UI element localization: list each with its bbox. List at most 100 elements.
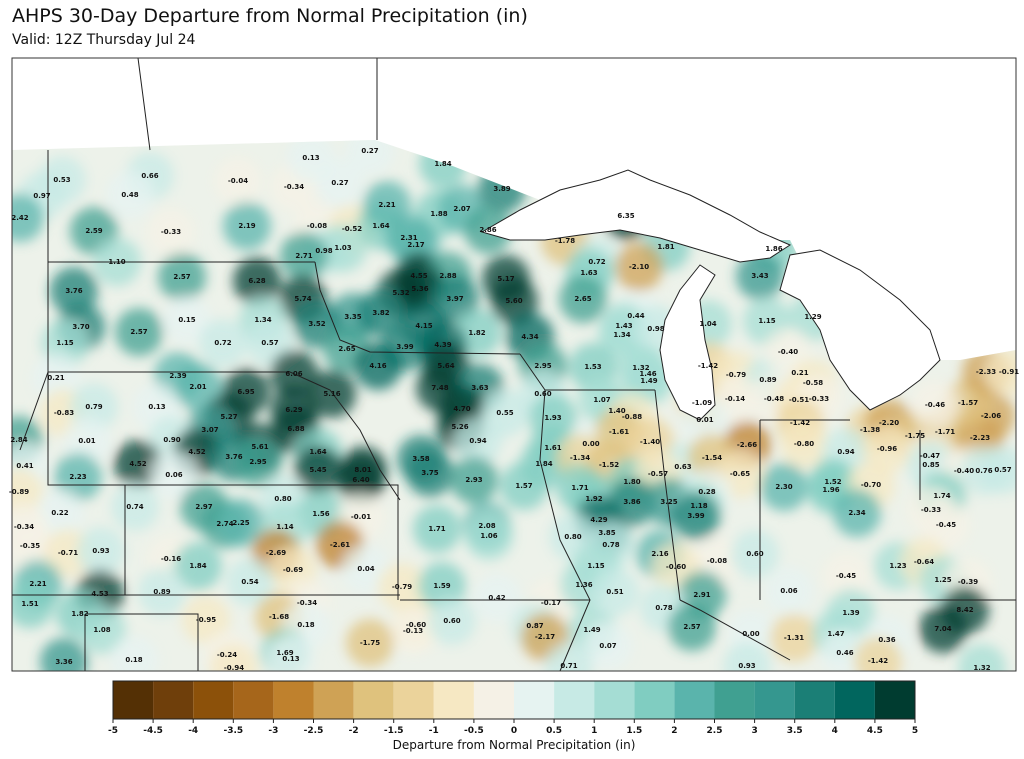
station-value: 0.53 [53, 176, 70, 184]
precip-blob [223, 202, 271, 250]
station-value: 1.46 [639, 370, 656, 378]
colorbar-tick-label: 1 [591, 726, 597, 736]
station-value: 0.07 [599, 642, 616, 650]
precip-blob [114, 440, 162, 488]
precip-blob [174, 363, 222, 411]
station-value: -0.71 [58, 549, 78, 557]
station-value: 0.13 [302, 154, 319, 162]
station-value: -0.16 [161, 555, 181, 563]
station-value: 0.60 [443, 617, 460, 625]
station-value: -0.33 [921, 506, 941, 514]
station-value: 0.72 [214, 339, 231, 347]
station-value: 2.65 [574, 295, 591, 303]
station-value: 2.07 [453, 205, 470, 213]
colorbar-tick-label: 5 [912, 726, 918, 736]
station-value: 1.64 [372, 222, 389, 230]
precip-blob [822, 552, 870, 600]
colorbar-tick-label: -5 [108, 726, 118, 736]
precip-blob [431, 275, 479, 323]
colorbar-segment [313, 681, 354, 719]
station-value: 6.29 [285, 406, 302, 414]
station-value: 1.71 [571, 484, 588, 492]
station-value: 2.93 [465, 476, 482, 484]
colorbar-segment [794, 681, 835, 719]
colorbar-tick-label: 1.5 [626, 726, 642, 736]
station-value: 1.47 [827, 630, 844, 638]
station-value: -0.47 [920, 452, 940, 460]
colorbar-segment [554, 681, 595, 719]
station-value: 2.71 [295, 252, 312, 260]
precip-blob [163, 296, 211, 344]
station-labels: 0.530.97 0.66 0.48 -0.04 -0.34 0.13 0.27 0.27 1.… [9, 147, 1019, 672]
colorbar-segment [674, 681, 715, 719]
subtitle: Valid: 12Z Thursday Jul 24 [12, 32, 196, 48]
precip-blob [625, 357, 673, 405]
station-value: 2.23 [69, 473, 86, 481]
precip-blob [979, 446, 1016, 494]
station-value: 1.82 [468, 329, 485, 337]
precip-blob [337, 456, 385, 504]
station-value: -2.66 [737, 441, 757, 449]
station-value: 2.95 [249, 458, 266, 466]
station-value: -0.80 [794, 440, 814, 448]
colorbar-segment [514, 681, 555, 719]
precip-blob [473, 574, 521, 622]
station-value: -0.89 [9, 488, 29, 496]
station-value: -0.65 [730, 470, 750, 478]
station-value: 1.06 [480, 532, 497, 540]
precip-blob [985, 348, 1016, 396]
station-value: 2.17 [407, 241, 424, 249]
station-value: 5.16 [323, 390, 340, 398]
station-value: 2.21 [378, 201, 395, 209]
station-value: 1.51 [21, 600, 38, 608]
station-value: 3.97 [446, 295, 463, 303]
station-value: 1.15 [758, 317, 775, 325]
station-value: -2.17 [535, 633, 555, 641]
station-value: -1.57 [958, 399, 978, 407]
station-value: 1.40 [608, 407, 625, 415]
precip-blob [12, 580, 54, 628]
station-value: 0.51 [606, 588, 623, 596]
station-value: -0.40 [778, 348, 798, 356]
precip-blob [217, 499, 265, 547]
colorbar-segment [273, 681, 314, 719]
station-value: 5.27 [220, 413, 237, 421]
precip-blob [40, 638, 88, 671]
precip-blob [919, 605, 967, 653]
station-value: 6.40 [352, 476, 369, 484]
station-value: 1.10 [108, 258, 125, 266]
precip-blob [354, 342, 402, 390]
precip-blob [428, 597, 476, 645]
colorbar-tick-label: 3 [751, 726, 757, 736]
precip-blob [319, 224, 367, 272]
precip-blob [77, 527, 125, 575]
station-value: 3.07 [201, 426, 218, 434]
precip-blob [346, 140, 394, 175]
station-value: 5.45 [309, 466, 326, 474]
station-value: 3.82 [372, 309, 389, 317]
station-value: 3.76 [65, 287, 82, 295]
precip-blob [234, 438, 282, 486]
station-value: 0.66 [141, 172, 158, 180]
station-value: 6.95 [237, 388, 254, 396]
precip-blob [111, 483, 159, 531]
station-value: 1.64 [309, 448, 326, 456]
station-value: 1.18 [690, 502, 707, 510]
precip-blob [214, 157, 262, 205]
station-value: 4.55 [410, 272, 427, 280]
lake-michigan [659, 264, 716, 421]
station-value: 0.93 [92, 547, 109, 555]
station-value: 0.28 [698, 488, 715, 496]
station-value: -1.40 [640, 438, 660, 446]
station-value: -0.34 [284, 183, 304, 191]
station-value: 0.13 [148, 403, 165, 411]
station-value: 0.13 [282, 655, 299, 663]
station-value: 1.49 [640, 377, 657, 385]
station-value: 0.79 [85, 403, 102, 411]
station-value: -2.06 [981, 412, 1001, 420]
precip-blob [922, 501, 970, 549]
station-value: 4.53 [91, 590, 108, 598]
colorbar-tick-label: -2 [349, 726, 359, 736]
station-value: 0.36 [878, 636, 895, 644]
